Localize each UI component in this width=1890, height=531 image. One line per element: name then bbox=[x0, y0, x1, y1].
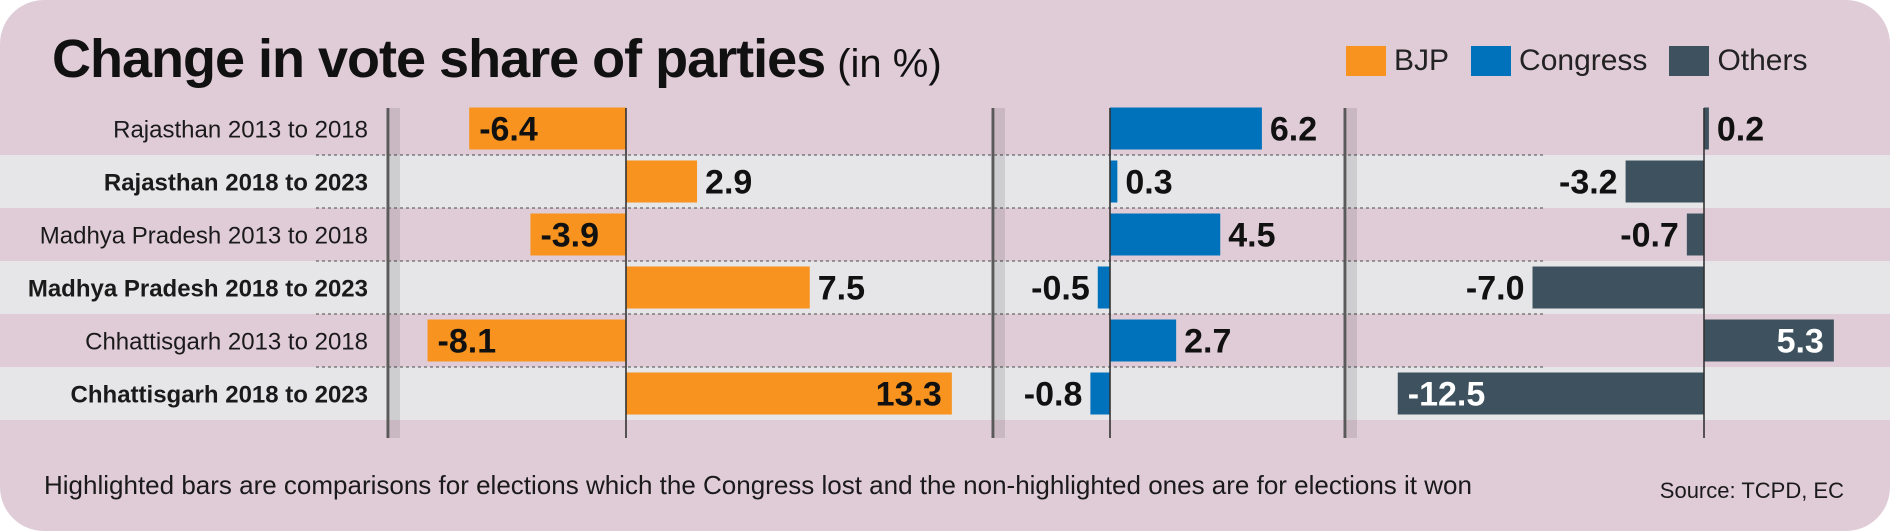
value-label-others: 0.2 bbox=[1717, 111, 1764, 149]
bar-others bbox=[1686, 213, 1704, 256]
bar-others bbox=[1704, 107, 1709, 150]
panel-shadow bbox=[1347, 108, 1357, 438]
category-label: Chhattisgarh 2018 to 2023 bbox=[71, 382, 368, 409]
bar-others bbox=[1532, 266, 1704, 309]
chart-subtitle: (in %) bbox=[837, 42, 942, 86]
bar-congress bbox=[1110, 319, 1177, 362]
category-label: Madhya Pradesh 2013 to 2018 bbox=[40, 223, 368, 250]
value-label-congress: 4.5 bbox=[1228, 217, 1275, 255]
value-label-others: -12.5 bbox=[1408, 376, 1486, 414]
value-label-congress: 0.3 bbox=[1125, 164, 1172, 202]
legend-swatch-bjp bbox=[1346, 46, 1386, 76]
bar-bjp bbox=[427, 319, 626, 362]
bar-bjp bbox=[469, 107, 626, 150]
title-block: Change in vote share of parties (in %) bbox=[52, 28, 942, 90]
value-label-congress: -0.8 bbox=[1024, 376, 1083, 414]
value-label-bjp: 2.9 bbox=[705, 164, 752, 202]
value-label-others: -0.7 bbox=[1620, 217, 1679, 255]
legend: BJP Congress Others bbox=[1346, 44, 1829, 78]
value-label-others: -7.0 bbox=[1466, 270, 1525, 308]
bar-others bbox=[1397, 372, 1704, 415]
value-label-others: -3.2 bbox=[1559, 164, 1618, 202]
value-label-bjp: 13.3 bbox=[876, 376, 942, 414]
panel-shadow bbox=[995, 108, 1005, 438]
bar-others bbox=[1704, 319, 1834, 362]
value-label-bjp: 7.5 bbox=[818, 270, 865, 308]
category-label: Rajasthan 2018 to 2023 bbox=[104, 170, 368, 197]
value-label-congress: -0.5 bbox=[1031, 270, 1090, 308]
value-label-bjp: -8.1 bbox=[438, 323, 497, 361]
bar-congress bbox=[1110, 107, 1262, 150]
bar-congress bbox=[1090, 372, 1110, 415]
category-label: Madhya Pradesh 2018 to 2023 bbox=[28, 276, 368, 303]
legend-swatch-congress bbox=[1471, 46, 1512, 76]
legend-item-congress: Congress bbox=[1471, 44, 1647, 78]
legend-swatch-others bbox=[1669, 46, 1710, 76]
bar-bjp bbox=[626, 160, 698, 203]
value-label-congress: 6.2 bbox=[1270, 111, 1317, 149]
legend-label-others: Others bbox=[1717, 44, 1808, 77]
chart-title: Change in vote share of parties bbox=[52, 29, 826, 89]
bar-congress bbox=[1110, 213, 1221, 256]
value-label-bjp: -6.4 bbox=[479, 111, 538, 149]
legend-label-congress: Congress bbox=[1519, 44, 1648, 77]
source-note: Source: TCPD, EC bbox=[1659, 478, 1844, 503]
category-label: Chhattisgarh 2013 to 2018 bbox=[85, 329, 368, 356]
category-label: Rajasthan 2013 to 2018 bbox=[113, 117, 368, 144]
row-highlight bbox=[0, 155, 1890, 208]
footnote: Highlighted bars are comparisons for ele… bbox=[44, 470, 1472, 500]
value-label-congress: 2.7 bbox=[1184, 323, 1231, 361]
bar-bjp bbox=[530, 213, 626, 256]
value-label-others: 5.3 bbox=[1777, 323, 1824, 361]
bar-bjp bbox=[626, 372, 952, 415]
bar-bjp bbox=[626, 266, 810, 309]
bar-congress bbox=[1097, 266, 1110, 309]
bar-others bbox=[1625, 160, 1704, 203]
legend-item-bjp: BJP bbox=[1346, 44, 1449, 78]
bar-congress bbox=[1110, 160, 1118, 203]
legend-label-bjp: BJP bbox=[1394, 44, 1450, 77]
legend-item-others: Others bbox=[1669, 44, 1807, 78]
panel-shadow bbox=[390, 108, 400, 438]
value-label-bjp: -3.9 bbox=[540, 217, 599, 255]
